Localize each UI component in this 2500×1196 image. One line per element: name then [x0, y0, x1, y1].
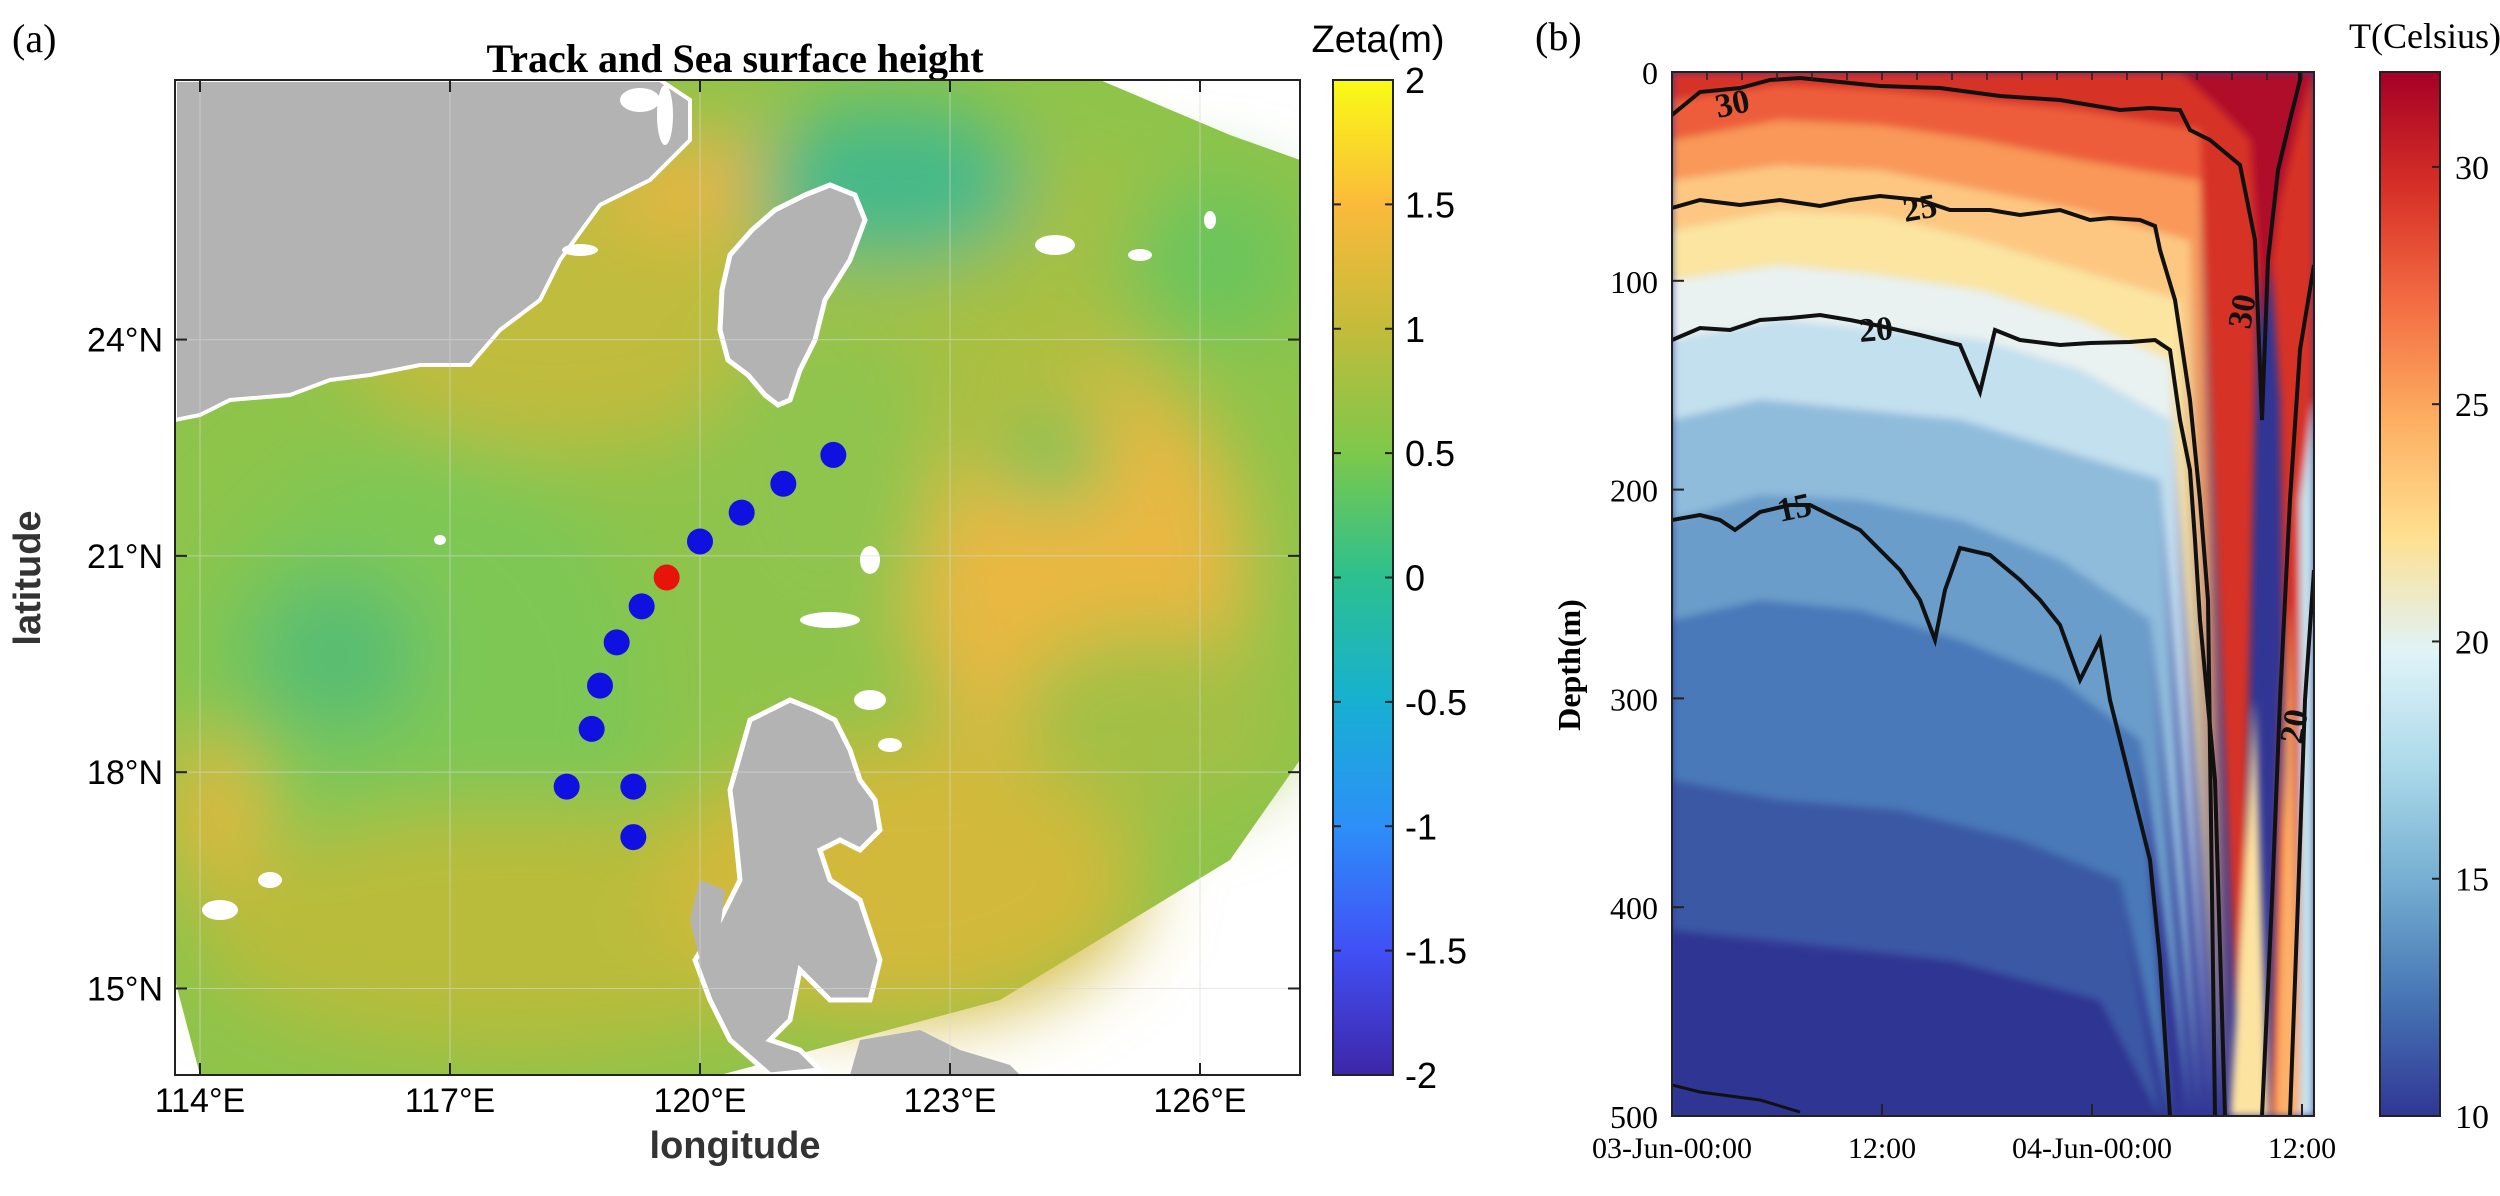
temperature-field: 30 25 20 15 30 20 [1672, 72, 2315, 1116]
map-frame [174, 79, 1301, 1076]
grid-lines [175, 80, 1300, 1075]
contour-20-right [2288, 569, 2314, 1116]
colorbar-a-tick-label: -2 [1405, 1055, 1437, 1096]
colorbar-b-tick-label: 10 [2455, 1099, 2489, 1136]
contour-label-20-right: 20 [2273, 706, 2315, 746]
colorbar-a-tick-label: -1 [1405, 806, 1437, 847]
track-point [728, 499, 755, 526]
colorbar-a-tick-label: 2 [1405, 60, 1425, 101]
contour-20-left [1672, 312, 2227, 1116]
track-point [820, 441, 847, 468]
x-tick-label-b: 04-Jun-00:00 [2012, 1132, 2172, 1165]
track-point [578, 715, 605, 742]
track-point [628, 593, 655, 620]
x-axis-title-a: longitude [650, 1125, 821, 1167]
x-tick-label-b: 12:00 [2268, 1132, 2336, 1165]
y-tick-label-b: 100 [1610, 264, 1658, 300]
colorbar-a-tick-label: 1 [1405, 309, 1425, 350]
contour-30 [1672, 72, 2302, 421]
colorbar-a-ticks: 2 1.5 1 0.5 0 -0.5 -1 -1.5 -2 [1333, 60, 1467, 1096]
track-point [587, 672, 613, 699]
contour-label-15: 15 [1774, 487, 1815, 530]
x-tick-label-a: 123°E [903, 1082, 996, 1120]
colorbar-b-tick-label: 15 [2455, 862, 2489, 899]
y-tick-label-b: 0 [1642, 55, 1658, 91]
y-axis-title-a: latitude [7, 510, 49, 645]
land-taiwan [717, 182, 868, 408]
track-point [603, 629, 630, 656]
colorbar-b-tick-label: 20 [2455, 624, 2489, 661]
contour-label-20: 20 [1857, 310, 1894, 350]
x-tick-label-a: 126°E [1153, 1082, 1246, 1120]
x-tick-label-b: 03-Jun-00:00 [1592, 1132, 1752, 1165]
land-mindoro [850, 1030, 1020, 1075]
colorbar-a-tick-label: -0.5 [1405, 682, 1467, 723]
contour-label-30-right: 30 [2221, 291, 2263, 331]
contour-15 [1672, 503, 2172, 1116]
plot-frame-b [1671, 71, 2315, 1117]
ssh-field [175, 80, 1300, 1075]
y-tick-label-b: 500 [1610, 1099, 1658, 1135]
y-tick-label-a: 24°N [87, 322, 163, 360]
contour-label-30: 30 [1712, 83, 1753, 126]
axes-b: 03-Jun-00:00 12:00 04-Jun-00:00 12:00 0 100 20… [1592, 55, 2336, 1165]
track-point [620, 824, 647, 851]
track-point [770, 470, 797, 497]
x-tick-label-a: 117°E [405, 1082, 495, 1120]
colorbar-a [1332, 79, 1394, 1076]
y-axis-title-b: Depth(m) [1551, 599, 1587, 731]
track-layer [553, 441, 847, 851]
small-islands [202, 85, 1216, 920]
contour-30-right [2260, 264, 2314, 1116]
colorbar-b-tick-label: 30 [2455, 150, 2489, 187]
colorbar-b-title: T(Celsius) [2349, 16, 2500, 56]
y-tick-label-b: 200 [1610, 473, 1658, 509]
panel-b: (b) [1535, 14, 2500, 1165]
colorbar-a-tick-label: 1.5 [1405, 184, 1455, 225]
y-tick-label-b: 300 [1610, 681, 1658, 717]
panel-a-label: (a) [12, 16, 56, 61]
axes-a: 114°E 117°E 120°E 123°E 126°E 15°N 18°N 21°N 24°… [87, 80, 1300, 1120]
highlight-point [653, 564, 680, 591]
colorbar-b [2379, 71, 2441, 1117]
contour-label-25: 25 [1900, 188, 1940, 230]
colorbar-a-tick-label: 0 [1405, 558, 1425, 599]
contour-lines [1672, 72, 2314, 1116]
land-china [175, 80, 692, 423]
y-tick-label-a: 15°N [87, 970, 163, 1008]
land-islet [690, 880, 725, 960]
colorbar-a-tick-label: 0.5 [1405, 433, 1455, 474]
panel-a-title: Track and Sea surface height [486, 36, 984, 81]
colorbar-b-ticks: 30 25 20 15 10 [2432, 150, 2489, 1136]
colorbar-b-tick-label: 25 [2455, 387, 2489, 424]
colorbar-a-tick-label: -1.5 [1405, 931, 1467, 972]
track-point [620, 773, 647, 800]
y-tick-label-b: 400 [1610, 890, 1658, 926]
contour-10 [1672, 1083, 1801, 1114]
track-point [553, 773, 580, 800]
track-point [687, 528, 713, 555]
x-tick-label-a: 114°E [155, 1082, 245, 1120]
y-tick-label-a: 18°N [87, 754, 163, 792]
colorbar-a-title: Zeta(m) [1312, 19, 1445, 61]
contour-25 [1672, 193, 2217, 1116]
x-tick-label-a: 120°E [653, 1082, 746, 1120]
y-tick-label-a: 21°N [87, 538, 163, 576]
panel-a: (a) Track and Sea surface height [7, 16, 1467, 1167]
x-tick-label-b: 12:00 [1848, 1132, 1916, 1165]
contour-labels: 30 25 20 15 30 20 [1712, 83, 2315, 747]
panel-b-label: (b) [1535, 14, 1582, 59]
